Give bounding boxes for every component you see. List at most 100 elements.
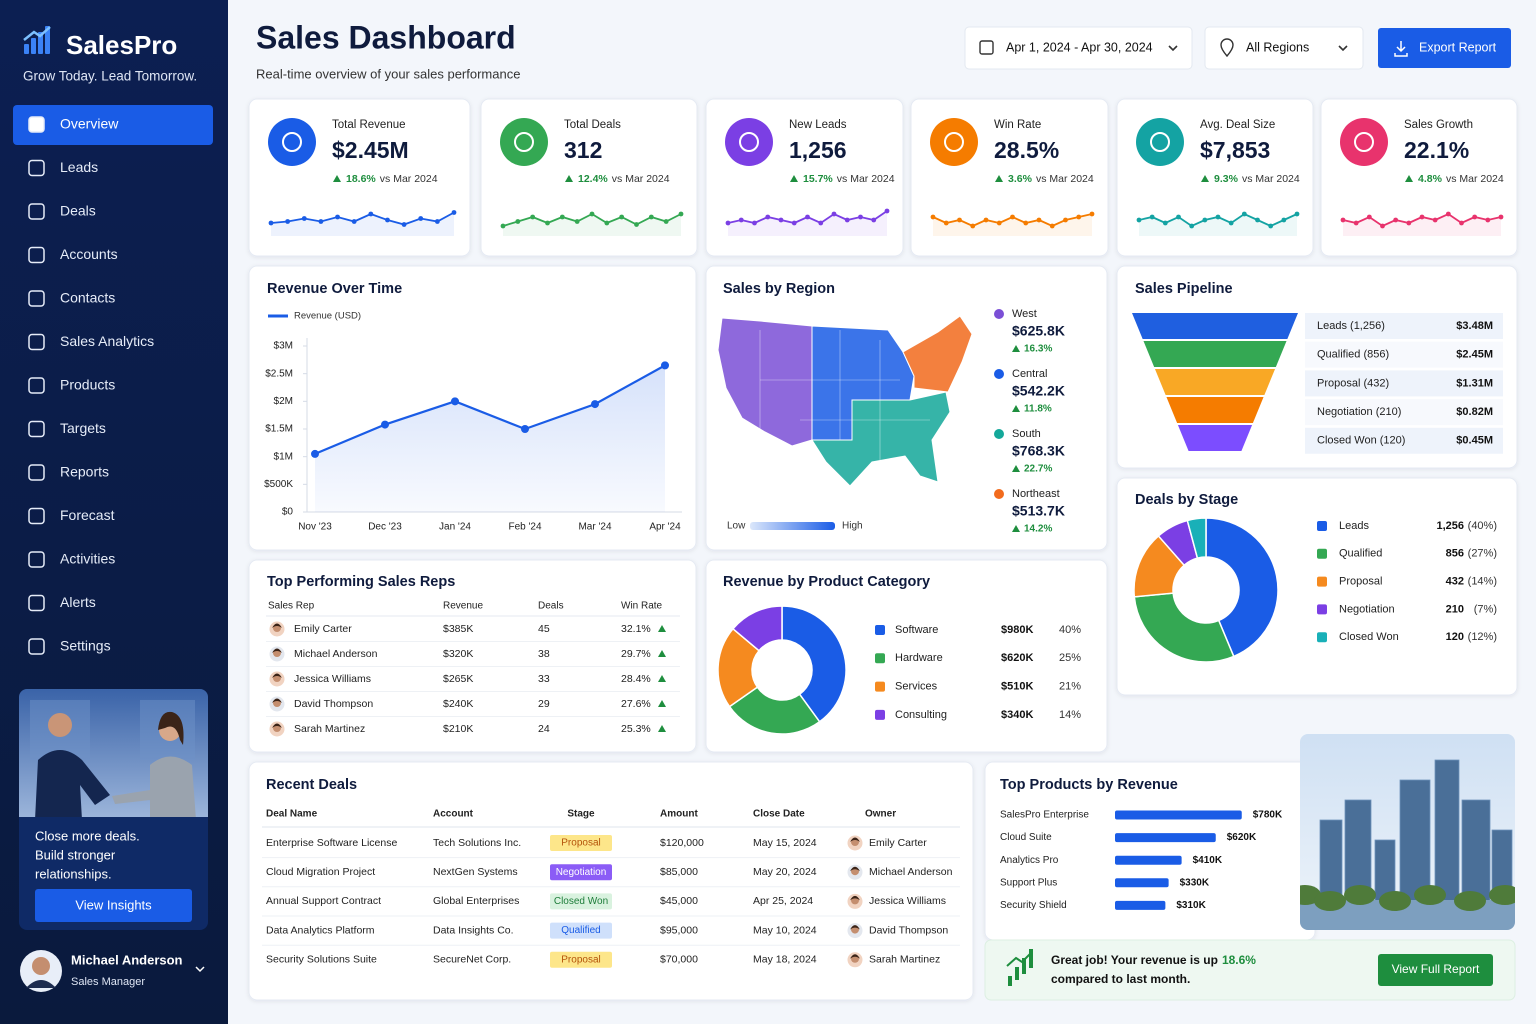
promo-button[interactable]: View Insights <box>35 889 192 922</box>
pipeline-row <box>1305 399 1503 426</box>
funnel-stage <box>1177 425 1253 451</box>
value-label: 120 <box>1446 631 1464 643</box>
nav-icon <box>28 377 45 394</box>
sparkline-point <box>1241 211 1247 217</box>
nav-label: Alerts <box>60 594 96 610</box>
sparkline-point <box>858 214 863 220</box>
region-picker[interactable]: All Regions <box>1204 26 1364 70</box>
nav-item[interactable]: Sales Analytics <box>28 333 154 351</box>
promo-card <box>19 689 208 930</box>
avatar-hair <box>272 648 282 653</box>
y-tick-label: $2M <box>274 396 293 407</box>
nav-item[interactable]: Products <box>28 377 115 394</box>
sparkline-point <box>884 208 890 214</box>
legend-swatch <box>1317 576 1327 587</box>
nav-item[interactable]: Deals <box>28 203 96 220</box>
sparkline-point <box>1340 217 1346 223</box>
point <box>451 397 459 406</box>
percent-label: (27%) <box>1468 548 1497 560</box>
kpi-icon-glyph <box>282 132 302 152</box>
legend-swatch <box>875 681 885 692</box>
nav-item[interactable]: Settings <box>28 638 111 655</box>
sparkline-point <box>574 219 580 224</box>
value-label: $620K <box>1227 832 1257 843</box>
sparkline-point <box>1228 220 1234 226</box>
legend-label: Consulting <box>895 709 947 721</box>
legend-swatch <box>875 653 885 664</box>
sparkline-point <box>663 219 669 224</box>
sparkline-point <box>1393 217 1399 223</box>
chevron <box>195 966 205 973</box>
page-title: Sales Dashboard <box>256 19 516 55</box>
percent-label: (40%) <box>1468 520 1497 532</box>
sparkline-point <box>844 217 850 223</box>
export-button[interactable]: Export Report <box>1378 28 1511 68</box>
region-name: Central <box>1012 368 1047 380</box>
card-title: Deals by Stage <box>1135 492 1238 508</box>
kpi-icon <box>268 118 316 166</box>
kpi-label: Avg. Deal Size <box>1200 119 1275 131</box>
x-tick-label: Mar '24 <box>578 522 611 533</box>
kpi-period: vs Mar 2024 <box>1036 173 1094 185</box>
button-label: View Full Report <box>1392 962 1480 976</box>
sparkline-point <box>451 210 457 215</box>
table-cell: $70,000 <box>660 954 698 966</box>
sparkline-point <box>268 220 274 226</box>
column-header: Win Rate <box>621 601 663 612</box>
sparkline-point <box>1294 211 1300 217</box>
sparkline-point <box>1445 211 1451 217</box>
kpi-change: 12.4% vs Mar 2024 <box>578 173 670 185</box>
nav-item[interactable]: Alerts <box>28 594 96 612</box>
banner-button[interactable]: View Full Report <box>1378 954 1493 986</box>
sparkline-point <box>434 219 440 224</box>
sparkline-point <box>831 211 837 217</box>
sparkline-point <box>1366 214 1372 220</box>
owner-name: David Thompson <box>869 924 948 936</box>
date-picker[interactable]: Apr 1, 2024 - Apr 30, 2024 <box>964 26 1193 70</box>
bar-label: SalesPro Enterprise <box>1000 810 1089 821</box>
nav-item[interactable]: Forecast <box>28 507 115 525</box>
nav-item[interactable]: Leads <box>28 159 98 177</box>
sparkline-area <box>933 214 1092 236</box>
x-tick-label: Dec '23 <box>368 522 402 533</box>
avatar-hair <box>850 925 860 930</box>
column-header: Close Date <box>753 809 805 820</box>
nav-item[interactable]: Activities <box>28 551 115 568</box>
chevron <box>1338 45 1348 52</box>
nav-item[interactable]: Reports <box>28 464 109 481</box>
x-tick-label: Feb '24 <box>508 522 541 533</box>
up-arrow <box>1405 175 1413 182</box>
scale-high: High <box>842 521 863 532</box>
nav-item[interactable]: Targets <box>28 420 106 438</box>
sparkline-point <box>996 220 1002 226</box>
nav-label: Overview <box>60 116 119 132</box>
stage-label: Proposal <box>561 954 600 965</box>
nav-item[interactable]: Overview <box>13 105 213 145</box>
funnel-stage <box>1132 313 1298 339</box>
sparkline-point <box>957 217 962 223</box>
kpi-icon <box>1136 118 1184 166</box>
nav-icon <box>28 464 45 481</box>
percent-label: 14% <box>1059 709 1081 721</box>
legend-label: Proposal <box>1339 576 1382 588</box>
promo-text: Build stronger <box>35 847 116 862</box>
owner-name: Sarah Martinez <box>869 954 940 966</box>
nav-item[interactable]: Accounts <box>28 246 118 264</box>
table-cell: David Thompson <box>294 698 373 710</box>
stage-label: Proposal (432) <box>1317 377 1389 389</box>
sparkline-point <box>930 214 936 220</box>
sparkline-point <box>805 214 810 220</box>
region-name: South <box>1012 428 1041 440</box>
stage-value: $2.45M <box>1456 349 1493 361</box>
sparkline-point <box>1419 214 1425 220</box>
y-tick-label: $1.5M <box>265 424 293 435</box>
point <box>591 400 599 409</box>
tree <box>1414 885 1446 905</box>
sparkline-area <box>1343 214 1501 236</box>
button-label: View Insights <box>75 897 152 912</box>
nav-item[interactable]: Contacts <box>28 290 115 307</box>
avatar-hair <box>272 673 282 678</box>
legend-label: Leads <box>1339 520 1369 532</box>
table-cell: Enterprise Software License <box>266 837 397 849</box>
region-change: 16.3% <box>1024 344 1052 355</box>
